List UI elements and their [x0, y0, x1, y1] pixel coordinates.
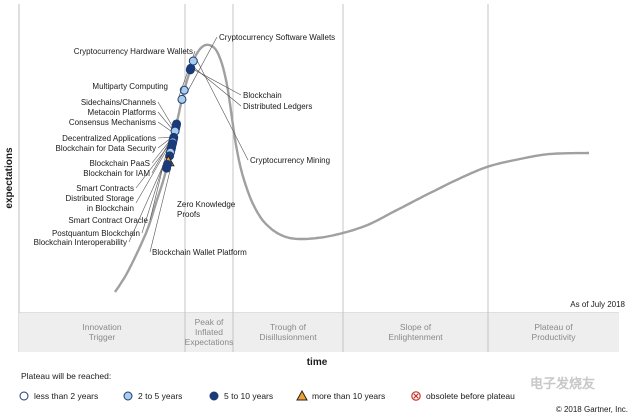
label-smart-contracts: Smart Contracts [76, 184, 134, 193]
label-decentralized-applications: Decentralized Applications [62, 134, 156, 143]
leader-line [135, 148, 168, 204]
x-axis-title: time [307, 357, 328, 368]
label-distributed-storage-in-blockchain-line: in Blockchain [87, 204, 134, 213]
phase-label: Expectations [185, 337, 234, 347]
label-distributed-ledgers: Distributed Ledgers [243, 102, 312, 111]
leader-line [151, 143, 169, 174]
label-cryptocurrency-software-wallets: Cryptocurrency Software Wallets [219, 33, 335, 42]
label-multiparty-computing: Multiparty Computing [92, 82, 168, 91]
phase-band [19, 313, 619, 352]
leader-line [135, 146, 168, 189]
legend-label-obsolete: obsolete before plateau [426, 391, 515, 401]
label-metacoin-platforms: Metacoin Platforms [88, 108, 156, 117]
phase-label: Enlightenment [388, 332, 443, 342]
marker-blockchain-wallet-platform [162, 163, 172, 173]
label-smart-contract-oracle: Smart Contract Oracle [68, 216, 148, 225]
leader-line [157, 121, 172, 132]
legend-label-gt10: more than 10 years [312, 391, 385, 401]
phase-label: Productivity [532, 332, 577, 342]
label-blockchain-wallet-platform: Blockchain Wallet Platform [152, 248, 247, 257]
leader-line [151, 141, 170, 164]
phase-label: Inflated [195, 327, 223, 337]
leader-line [157, 101, 173, 126]
phase-label: Trough of [270, 322, 307, 332]
y-axis-title: expectations [4, 147, 15, 209]
legend-icon-lt2 [19, 391, 29, 401]
label-zero-knowledge-proofs-line: Zero Knowledge [177, 200, 236, 209]
label-consensus-mechanisms: Consensus Mechanisms [69, 118, 156, 127]
phase-label: Innovation [82, 322, 121, 332]
marker-cryptocurrency-mining [188, 56, 198, 66]
leader-line [194, 68, 242, 107]
phase-label: Slope of [400, 322, 432, 332]
leader-line [157, 137, 170, 139]
label-blockchain-for-data-security: Blockchain for Data Security [56, 144, 157, 153]
label-zero-knowledge-proofs: Zero Knowledge Proofs [177, 200, 236, 219]
legend-icon-5to10 [209, 391, 219, 401]
label-cryptocurrency-hardware-wallets: Cryptocurrency Hardware Wallets [74, 47, 193, 56]
leader-line [157, 138, 170, 149]
label-zero-knowledge-proofs-line: Proofs [177, 210, 200, 219]
label-blockchain: Blockchain [243, 91, 282, 100]
label-postquantum-blockchain: Postquantum Blockchain [52, 229, 140, 238]
leader-line [187, 36, 218, 91]
label-blockchain-interoperability: Blockchain Interoperability [34, 238, 127, 247]
phase-label: Trigger [89, 332, 116, 342]
legend-label-2to5: 2 to 5 years [138, 391, 182, 401]
label-cryptocurrency-mining: Cryptocurrency Mining [250, 156, 330, 165]
leader-line [197, 60, 249, 161]
as-of-date: As of July 2018 [570, 300, 625, 309]
leader-line [149, 168, 171, 253]
label-distributed-storage-in-blockchain-line: Distributed Storage [66, 194, 135, 203]
label-distributed-storage-in-blockchain: Distributed Storage in Blockchain [66, 194, 135, 213]
legend-label-lt2: less than 2 years [34, 391, 98, 401]
legend-title: Plateau will be reached: [21, 371, 111, 381]
legend-icon-gt10 [296, 389, 308, 401]
watermark-logo: 电子发烧友 [530, 376, 595, 391]
label-blockchain-for-iam: Blockchain for IAM [83, 169, 150, 178]
label-sidechains-channels: Sidechains/Channels [81, 98, 156, 107]
leader-line [157, 111, 172, 129]
leader-line [128, 164, 164, 243]
phase-label: Disillusionment [259, 332, 317, 342]
label-blockchain-paas: Blockchain PaaS [90, 159, 150, 168]
legend-label-5to10: 5 to 10 years [224, 391, 273, 401]
legend-icon-2to5 [123, 391, 133, 401]
obsolete-x-icon [413, 393, 419, 399]
copyright: © 2018 Gartner, Inc. [556, 405, 628, 414]
leader-line [141, 161, 165, 234]
phase-label: Plateau of [534, 322, 573, 332]
phase-label: Peak of [195, 317, 224, 327]
